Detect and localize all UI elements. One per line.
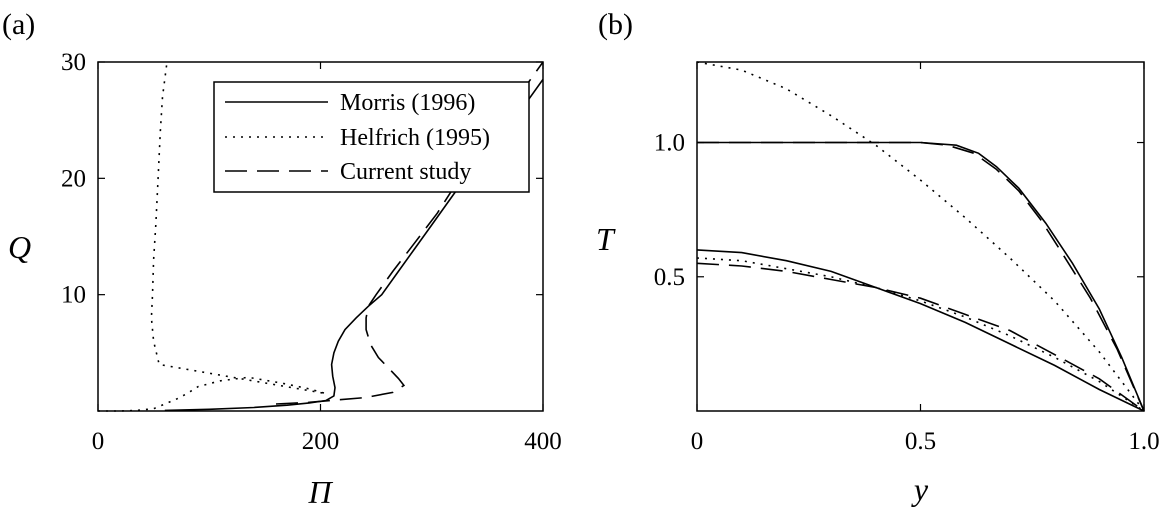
panel-b-y-axis-label: T: [596, 221, 616, 257]
panel-b-series-dotted-2: [696, 61, 1145, 412]
panel-b-y-tick-label: 0.5: [654, 264, 685, 291]
panel-a-x-axis-label: Π: [307, 474, 333, 510]
panel-a-y-tick-label: 20: [61, 165, 86, 192]
panel-a: (a) Q Π 0 200 400 10 20 30 Morris (1996) Helf…: [2, 8, 562, 510]
panel-a-ticks: 0 200 400 10 20 30: [61, 49, 562, 455]
panel-a-y-tick-label: 10: [61, 282, 86, 309]
panel-a-x-tick-label: 200: [302, 428, 340, 455]
panel-b-plot-area: [696, 61, 1145, 412]
panel-a-label: (a): [2, 8, 35, 41]
panel-a-series-dotted-1: [98, 61, 327, 412]
panel-b-series-solid-0: [697, 141, 1145, 412]
panel-b-series-solid-1: [696, 249, 1145, 412]
legend: Morris (1996) Helfrich (1995) Current st…: [213, 81, 530, 193]
panel-b-y-tick-label: 1.0: [654, 130, 685, 157]
panel-b-x-tick-label: 1.0: [1128, 428, 1159, 455]
panel-b-label: (b): [598, 8, 633, 41]
panel-b-x-axis-label: y: [911, 471, 929, 507]
panel-b-x-tick-label: 0.5: [905, 428, 936, 455]
panel-a-x-tick-label: 400: [524, 428, 562, 455]
panel-b-series-dashed-4: [697, 141, 1145, 412]
panel-b-x-tick-label: 0: [691, 428, 704, 455]
panel-b-frame: [696, 61, 1145, 412]
legend-entry-current-study: Current study: [340, 159, 471, 185]
panel-b-series-dashed-5: [696, 262, 1145, 412]
panel-a-frame: [97, 61, 544, 412]
panel-b-series-dotted-3: [696, 257, 1145, 412]
panel-b-ticks: 0 0.5 1.0 0.5 1.0: [654, 62, 1160, 455]
panel-a-x-tick-label: 0: [92, 428, 105, 455]
panel-a-y-tick-label: 30: [61, 49, 86, 76]
legend-entry-morris: Morris (1996): [340, 90, 475, 116]
panel-a-y-axis-label: Q: [8, 229, 31, 265]
panel-b: (b) T y 0 0.5 1.0 0.5 1.0: [596, 8, 1160, 507]
legend-entry-helfrich: Helfrich (1995): [340, 125, 490, 151]
